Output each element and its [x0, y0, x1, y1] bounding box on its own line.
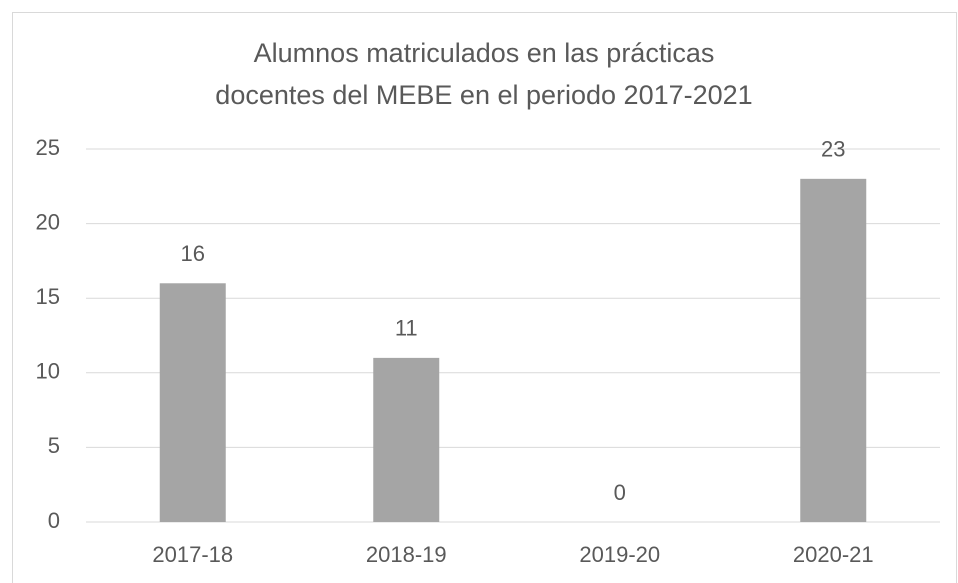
data-label: 16 [181, 241, 205, 266]
y-tick-label: 10 [36, 359, 60, 384]
bar [373, 357, 440, 522]
y-tick-label: 20 [36, 209, 60, 234]
chart-title: docentes del MEBE en el periodo 2017-202… [215, 80, 752, 110]
x-tick-label: 2017-18 [152, 542, 233, 567]
data-label: 11 [395, 316, 418, 341]
x-tick-label: 2020-21 [793, 542, 874, 567]
bar [159, 283, 226, 522]
x-tick-label: 2019-20 [579, 542, 660, 567]
x-tick-label: 2018-19 [366, 542, 447, 567]
bar [800, 178, 867, 522]
chart-title: Alumnos matriculados en las prácticas [254, 38, 715, 68]
y-tick-label: 0 [48, 508, 60, 533]
data-label: 0 [614, 480, 626, 505]
data-label: 23 [821, 137, 845, 162]
y-tick-label: 5 [48, 433, 60, 458]
y-tick-label: 15 [36, 284, 60, 309]
y-tick-label: 25 [36, 135, 60, 160]
